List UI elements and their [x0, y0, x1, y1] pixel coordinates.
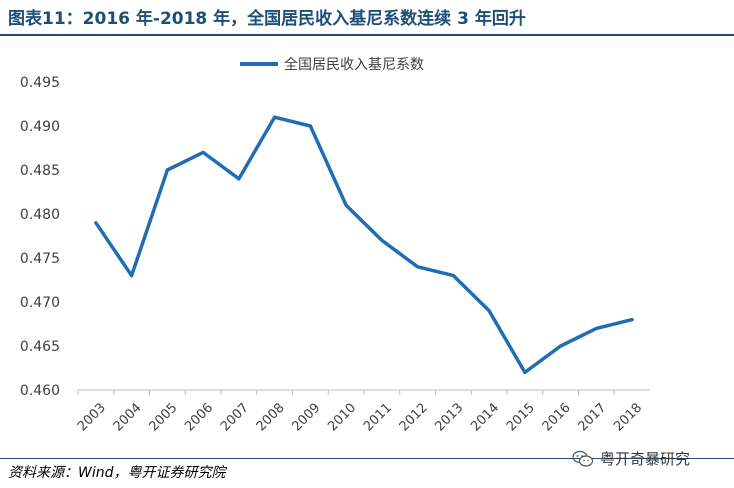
source-divider	[0, 458, 734, 459]
x-tick-label: 2004	[111, 400, 145, 434]
data-point	[308, 124, 312, 128]
data-point	[451, 274, 455, 278]
x-tick-label: 2013	[432, 400, 466, 434]
x-tick-label: 2011	[361, 400, 395, 434]
data-point	[165, 168, 169, 172]
data-point	[380, 238, 384, 242]
data-point	[94, 221, 98, 225]
data-point	[201, 150, 205, 154]
x-tick-label: 2016	[540, 400, 574, 434]
data-point	[559, 344, 563, 348]
x-tick-label: 2007	[218, 400, 252, 434]
y-tick-label: 0.470	[20, 295, 60, 311]
y-tick-label: 0.495	[20, 75, 60, 91]
watermark-text: 粤开奇暴研究	[600, 450, 691, 468]
data-point	[237, 177, 241, 181]
y-tick-label: 0.485	[20, 163, 60, 179]
figure-title: 图表11：2016 年-2018 年，全国居民收入基尼系数连续 3 年回升	[8, 9, 526, 29]
legend-label: 全国居民收入基尼系数	[284, 56, 424, 73]
data-point	[523, 370, 527, 374]
y-tick-label: 0.490	[20, 119, 60, 135]
y-tick-label: 0.460	[20, 383, 60, 399]
x-tick-label: 2009	[289, 400, 323, 434]
title-divider	[0, 34, 734, 36]
x-tick-label: 2014	[468, 400, 502, 434]
y-tick-label: 0.480	[20, 207, 60, 223]
data-point	[487, 309, 491, 313]
data-point	[416, 265, 420, 269]
x-tick-label: 2012	[397, 400, 431, 434]
x-tick-label: 2015	[504, 400, 538, 434]
y-tick-label: 0.475	[20, 251, 60, 267]
data-point	[273, 115, 277, 119]
x-tick-label: 2005	[146, 400, 180, 434]
series-line	[94, 115, 634, 375]
y-axis: 0.460 0.465 0.470 0.475 0.480 0.485 0.490 0.495	[20, 75, 60, 399]
y-tick-label: 0.465	[20, 339, 60, 355]
x-tick-label: 2018	[611, 400, 645, 434]
x-tick-label: 2003	[75, 400, 109, 434]
source-note: 资料来源：Wind，粤开证券研究院	[8, 465, 226, 481]
data-point	[594, 326, 598, 330]
data-points	[94, 115, 634, 374]
x-tick-label: 2008	[254, 400, 288, 434]
x-tick-label: 2010	[325, 400, 359, 434]
watermark: 粤开奇暴研究	[572, 448, 690, 469]
x-tick-label: 2006	[182, 400, 216, 434]
x-tick-label: 2017	[575, 400, 609, 434]
data-point	[344, 203, 348, 207]
data-point	[630, 318, 634, 322]
data-point	[130, 274, 134, 278]
x-axis: 2003 2004 2005 2006 2007 2008 2009 2010 2011 2012…	[75, 390, 645, 434]
legend: 全国居民收入基尼系数	[240, 56, 424, 73]
wechat-icon	[572, 450, 594, 467]
